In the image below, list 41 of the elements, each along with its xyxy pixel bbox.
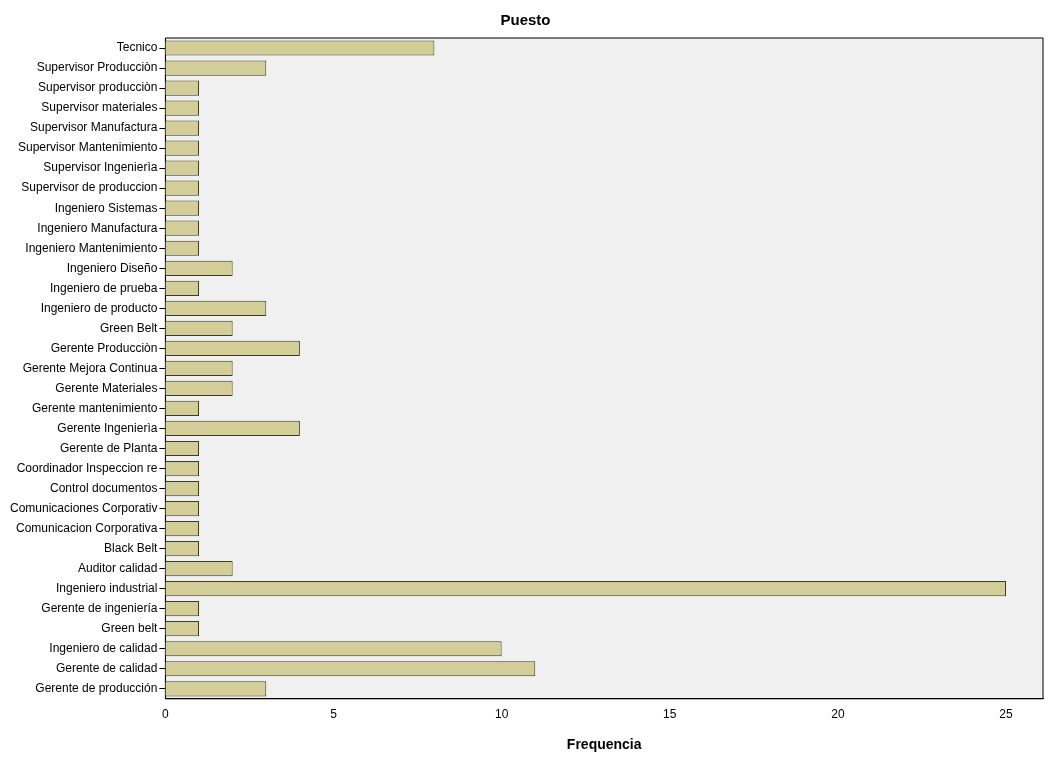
y-tick-label: Ingeniero Diseño bbox=[66, 260, 158, 275]
y-tick-label: Gerente de calidad bbox=[55, 661, 158, 676]
y-tick-label: Comunicacion Corporativa bbox=[15, 520, 158, 535]
y-tick-label: Auditor calidad bbox=[78, 560, 158, 575]
x-tick-label: 10 bbox=[494, 707, 509, 722]
x-tick-label: 15 bbox=[663, 707, 677, 722]
y-tick-label: Gerente Producciòn bbox=[50, 340, 158, 355]
y-tick-label: Gerente Materiales bbox=[55, 380, 158, 395]
y-tick-label: Supervisor Ingenierìa bbox=[43, 160, 158, 175]
x-tick-label: 5 bbox=[330, 707, 338, 722]
y-tick-label: Supervisor Manufactura bbox=[29, 120, 158, 135]
y-tick-label: Ingeniero de calidad bbox=[49, 641, 158, 656]
x-tick-label: 20 bbox=[831, 707, 845, 722]
y-tick-label: Gerente de Planta bbox=[59, 440, 158, 455]
x-axis-title: Frequencia bbox=[566, 736, 642, 753]
y-tick-label: Gerente mantenimiento bbox=[31, 400, 158, 415]
y-tick-label: Supervisor producciòn bbox=[37, 80, 158, 95]
y-tick-label: Gerente Mejora Continua bbox=[22, 360, 158, 375]
y-tick-label: Green belt bbox=[101, 621, 159, 636]
chart-title: Puesto bbox=[500, 11, 551, 29]
y-tick-label: Gerente de ingeniería bbox=[41, 601, 158, 615]
y-tick-label: Ingeniero industrial bbox=[55, 580, 158, 595]
y-tick-label: Ingeniero Mantenimiento bbox=[25, 240, 158, 255]
y-tick-label: Supervisor Producciòn bbox=[36, 60, 158, 75]
y-tick-label: Gerente de producción bbox=[35, 681, 158, 696]
y-tick-label: Ingeniero Manufactura bbox=[37, 220, 158, 235]
y-tick-label: Gerente Ingenierìa bbox=[57, 420, 158, 435]
y-tick-label: Supervisor de produccion bbox=[21, 180, 158, 195]
y-tick-label: Black Belt bbox=[104, 540, 159, 555]
y-tick-label: Coordinador Inspeccion re bbox=[16, 460, 158, 475]
y-tick-label: Tecnico bbox=[116, 40, 158, 55]
y-tick-label: Supervisor Mantenimiento bbox=[17, 140, 158, 155]
y-tick-label: Green Belt bbox=[100, 320, 159, 335]
y-tick-label: Comunicaciones Corporativ bbox=[9, 500, 158, 515]
y-tick-label: Ingeniero Sistemas bbox=[54, 200, 158, 215]
y-tick-label: Supervisor materiales bbox=[41, 100, 158, 115]
y-tick-label: Ingeniero de producto bbox=[40, 300, 158, 315]
x-tick-label: 0 bbox=[162, 707, 170, 722]
y-tick-label: Ingeniero de prueba bbox=[49, 280, 158, 295]
y-tick-label: Control documentos bbox=[50, 480, 158, 495]
x-tick-label: 25 bbox=[999, 707, 1014, 722]
